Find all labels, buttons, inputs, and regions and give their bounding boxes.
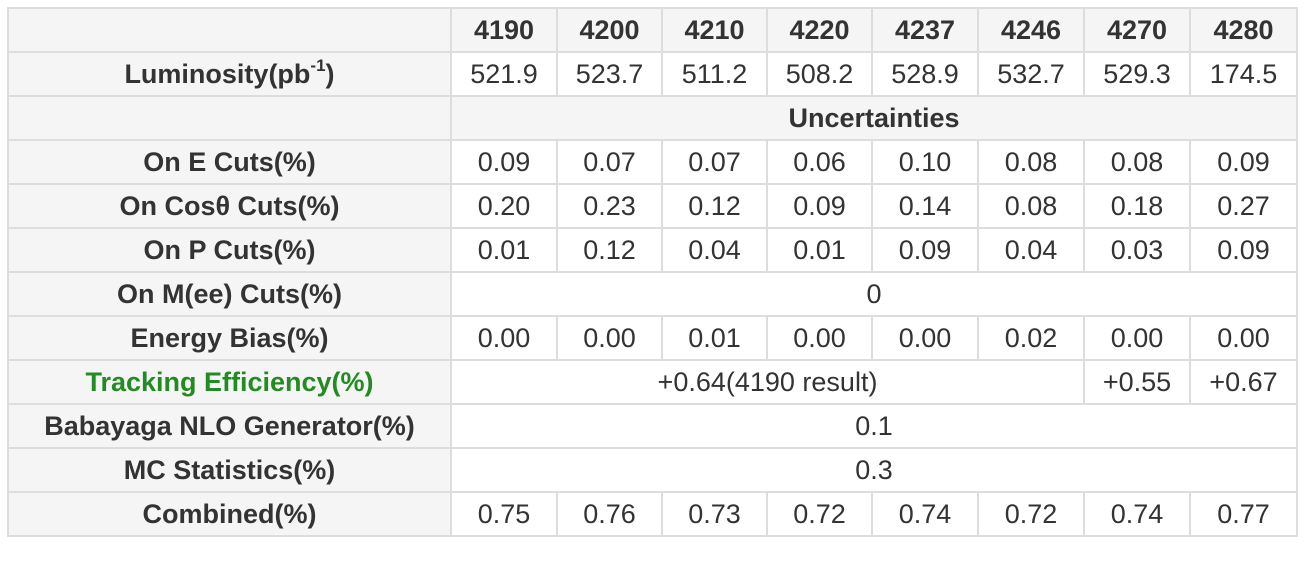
table-cell: 0.00 (1083, 315, 1191, 361)
table-cell: 532.7 (977, 51, 1085, 97)
merged-cell: 0.1 (450, 403, 1298, 449)
table-cell: 528.9 (871, 51, 979, 97)
mee-cuts-row: On M(ee) Cuts(%) 0 (7, 271, 1298, 317)
table-cell: 0.06 (766, 139, 873, 185)
table-cell: 0.72 (766, 491, 873, 537)
table-cell: 0.20 (450, 183, 558, 229)
table-cell: 0.08 (977, 183, 1085, 229)
table-cell: 0.00 (1189, 315, 1298, 361)
energy-header: 4246 (977, 7, 1085, 53)
section-corner (7, 95, 452, 141)
table-cell: 0.00 (766, 315, 873, 361)
table-cell: 0.07 (661, 139, 768, 185)
energy-header: 4270 (1083, 7, 1191, 53)
table-cell: 0.07 (556, 139, 663, 185)
table-cell: 0.01 (661, 315, 768, 361)
tracking-efficiency-label: Tracking Efficiency(%) (7, 359, 452, 405)
table-cell: 511.2 (661, 51, 768, 97)
table-cell: 521.9 (450, 51, 558, 97)
table-cell: 174.5 (1189, 51, 1298, 97)
table-cell: 0.09 (1189, 227, 1298, 273)
table-cell: 0.12 (661, 183, 768, 229)
row-label: On Cosθ Cuts(%) (7, 183, 452, 229)
energy-header: 4280 (1189, 7, 1298, 53)
table-cell: 0.01 (766, 227, 873, 273)
table-cell: +0.55 (1083, 359, 1191, 405)
luminosity-row: Luminosity(pb-1) 521.9 523.7 511.2 508.2… (7, 51, 1298, 97)
table-cell: 0.12 (556, 227, 663, 273)
energy-header: 4200 (556, 7, 663, 53)
energy-header: 4220 (766, 7, 873, 53)
row-label: On P Cuts(%) (7, 227, 452, 273)
luminosity-label-close: ) (325, 58, 335, 89)
row-label: Combined(%) (7, 491, 452, 537)
table-cell: 0.09 (1189, 139, 1298, 185)
table-cell: 0.04 (661, 227, 768, 273)
table-cell: 0.10 (871, 139, 979, 185)
table-cell: 0.00 (871, 315, 979, 361)
tracking-efficiency-row: Tracking Efficiency(%) +0.64(4190 result… (7, 359, 1298, 405)
table-cell: 0.08 (1083, 139, 1191, 185)
table-cell: 0.74 (1083, 491, 1191, 537)
row-label: MC Statistics(%) (7, 447, 452, 493)
table-cell: 0.01 (450, 227, 558, 273)
p-cuts-row: On P Cuts(%) 0.01 0.12 0.04 0.01 0.09 0.… (7, 227, 1298, 273)
row-label: Energy Bias(%) (7, 315, 452, 361)
combined-row: Combined(%) 0.75 0.76 0.73 0.72 0.74 0.7… (7, 491, 1298, 537)
cos-cuts-row: On Cosθ Cuts(%) 0.20 0.23 0.12 0.09 0.14… (7, 183, 1298, 229)
table-cell: 0.73 (661, 491, 768, 537)
luminosity-label-text: Luminosity(pb (124, 58, 311, 89)
luminosity-unit-exponent: -1 (310, 55, 326, 75)
table-cell: 0.09 (871, 227, 979, 273)
energy-bias-row: Energy Bias(%) 0.00 0.00 0.01 0.00 0.00 … (7, 315, 1298, 361)
table-cell: 0.09 (450, 139, 558, 185)
uncertainties-heading: Uncertainties (450, 95, 1298, 141)
table-cell: 0.14 (871, 183, 979, 229)
merged-cell: +0.64(4190 result) (450, 359, 1085, 405)
table-cell: 0.72 (977, 491, 1085, 537)
energy-header: 4237 (871, 7, 979, 53)
luminosity-label: Luminosity(pb-1) (7, 51, 452, 97)
uncertainties-section-row: Uncertainties (7, 95, 1298, 141)
merged-cell: 0 (450, 271, 1298, 317)
row-label: On M(ee) Cuts(%) (7, 271, 452, 317)
row-label: Babayaga NLO Generator(%) (7, 403, 452, 449)
table-cell: 0.27 (1189, 183, 1298, 229)
energy-header: 4190 (450, 7, 558, 53)
table-cell: 0.00 (556, 315, 663, 361)
table-cell: 0.04 (977, 227, 1085, 273)
table-cell: 0.08 (977, 139, 1085, 185)
row-label: On E Cuts(%) (7, 139, 452, 185)
header-row: 4190 4200 4210 4220 4237 4246 4270 4280 (7, 7, 1298, 53)
merged-cell: 0.3 (450, 447, 1298, 493)
mc-statistics-row: MC Statistics(%) 0.3 (7, 447, 1298, 493)
table-cell: 0.00 (450, 315, 558, 361)
table-cell: 523.7 (556, 51, 663, 97)
babayaga-row: Babayaga NLO Generator(%) 0.1 (7, 403, 1298, 449)
table-cell: 0.18 (1083, 183, 1191, 229)
table-cell: 0.09 (766, 183, 873, 229)
table-cell: 0.03 (1083, 227, 1191, 273)
energy-header: 4210 (661, 7, 768, 53)
uncertainty-table: 4190 4200 4210 4220 4237 4246 4270 4280 … (7, 7, 1298, 537)
table-cell: 0.02 (977, 315, 1085, 361)
table-cell: 508.2 (766, 51, 873, 97)
table-cell: 0.75 (450, 491, 558, 537)
table-cell: 0.76 (556, 491, 663, 537)
table-cell: 529.3 (1083, 51, 1191, 97)
table-cell: +0.67 (1189, 359, 1298, 405)
table-cell: 0.77 (1189, 491, 1298, 537)
table-cell: 0.74 (871, 491, 979, 537)
header-corner (7, 7, 452, 53)
e-cuts-row: On E Cuts(%) 0.09 0.07 0.07 0.06 0.10 0.… (7, 139, 1298, 185)
table-cell: 0.23 (556, 183, 663, 229)
